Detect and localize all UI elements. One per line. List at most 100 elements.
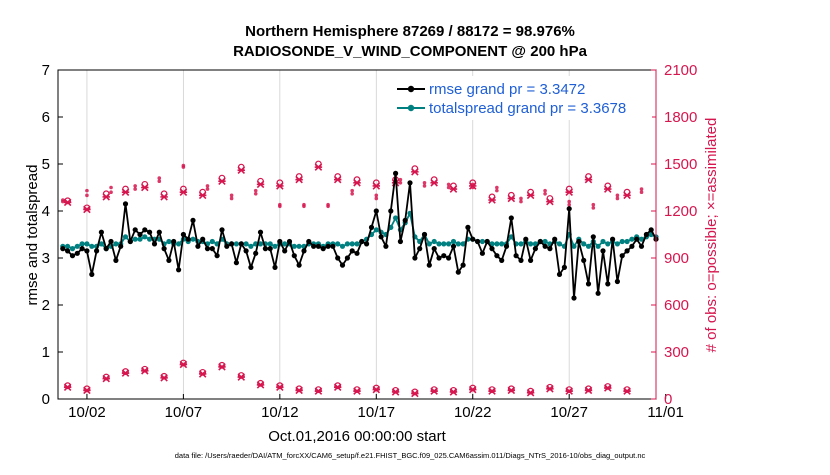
rmse-point	[137, 231, 143, 238]
rmse-point	[65, 248, 71, 254]
spread-point	[79, 241, 85, 247]
y-tick-label: 1	[42, 344, 50, 361]
rmse-point	[624, 248, 630, 254]
obs-possible-dense-point	[567, 199, 571, 204]
rmse-point	[460, 262, 466, 268]
chart-subtitle: RADIOSONDE_V_WIND_COMPONENT @ 200 hPa	[233, 43, 588, 60]
rmse-point	[364, 241, 370, 247]
rmse-point	[552, 236, 558, 242]
y2-tick-label: 900	[664, 250, 689, 267]
spread-point	[441, 241, 447, 247]
rmse-point	[74, 250, 80, 256]
rmse-point	[229, 241, 235, 247]
obs-low-assimilated-point	[295, 386, 303, 395]
obs-low-assimilated-point	[526, 388, 535, 397]
rmse-point	[161, 246, 167, 252]
obs-possible-dense-point	[543, 188, 547, 193]
rmse-point	[475, 238, 481, 245]
rmse-point	[344, 255, 350, 261]
obs-assimilated-point	[314, 163, 323, 171]
obs-low-assimilated-point	[604, 384, 612, 392]
series-layer	[60, 170, 659, 301]
obs-low-possible-point	[450, 386, 457, 394]
obs-low-possible-point	[218, 361, 226, 369]
spread-point	[89, 243, 95, 249]
x-tick-label: 10/17	[358, 404, 396, 421]
legend-spread-marker	[407, 104, 415, 112]
obs-assimilated-point	[372, 182, 381, 190]
obs-low-possible-point	[83, 385, 91, 393]
obs-assimilated-point	[353, 179, 361, 187]
obs-assimilated-dense-point	[374, 196, 379, 201]
obs-low-possible-point	[353, 386, 361, 394]
spread-point	[446, 241, 452, 247]
rmse-point	[122, 201, 129, 207]
rmse-point	[195, 243, 201, 249]
rmse-point	[282, 248, 288, 254]
rmse-point	[566, 206, 572, 212]
rmse-point	[243, 248, 249, 254]
obs-low-assimilated-point	[565, 387, 573, 395]
obs-assimilated-dense-point	[398, 181, 403, 185]
obs-assimilated-point	[63, 198, 72, 207]
x-tick-label: 10/02	[68, 404, 106, 421]
rmse-point	[359, 238, 365, 245]
rmse-point	[89, 271, 95, 277]
rmse-point	[484, 238, 490, 245]
rmse-point	[417, 246, 423, 252]
obs-assimilated-point	[83, 205, 91, 214]
obs-low-assimilated-point	[218, 363, 226, 371]
rmse-point	[262, 246, 268, 252]
obs-low-possible-point	[334, 382, 342, 390]
obs-low-assimilated-point	[584, 386, 593, 395]
spread-point	[638, 236, 645, 242]
spread-point	[74, 243, 80, 249]
rmse-point	[272, 264, 278, 270]
spread-point	[267, 241, 273, 247]
obs-assimilated-point	[488, 196, 496, 204]
y2-tick-label: 1500	[664, 156, 697, 173]
rmse-point	[629, 243, 635, 249]
obs-low-assimilated-point	[256, 381, 265, 389]
obs-assimilated-point	[623, 191, 631, 200]
obs-low-assimilated-point	[430, 387, 438, 395]
obs-low-assimilated-point	[372, 385, 381, 394]
obs-assimilated-point	[584, 175, 593, 184]
spread-point	[113, 241, 119, 247]
obs-assimilated-dense-point	[85, 193, 89, 198]
spread-point	[455, 241, 461, 247]
rmse-point	[407, 180, 413, 186]
rmse-point	[339, 262, 346, 268]
obs-low-assimilated-point	[546, 385, 554, 393]
rmse-point	[335, 255, 341, 261]
obs-low-possible-point	[527, 387, 535, 395]
rmse-point	[542, 243, 548, 249]
spread-point	[542, 238, 548, 245]
rmse-point	[576, 238, 582, 245]
obs-low-assimilated-point	[353, 387, 361, 395]
spread-point	[166, 238, 172, 245]
rmse-point	[455, 269, 461, 275]
obs-assimilated-point	[218, 177, 226, 185]
rmse-point	[470, 236, 476, 242]
rmse-line	[62, 172, 657, 299]
obs-low-possible-point	[257, 379, 264, 387]
rmse-point	[253, 250, 259, 256]
y-tick-label: 0	[42, 391, 50, 408]
rmse-point	[291, 253, 297, 259]
rmse-point	[315, 243, 321, 249]
obs-low-possible-point	[469, 384, 477, 392]
spread-point	[282, 241, 288, 247]
spread-point	[431, 238, 437, 245]
spread-point	[508, 234, 514, 240]
rmse-point	[503, 243, 510, 249]
rmse-point	[561, 264, 568, 270]
spread-point	[614, 241, 621, 247]
obs-low-assimilated-point	[333, 383, 342, 392]
spread-point	[291, 243, 297, 249]
obs-assimilated-point	[546, 197, 554, 206]
obs-low-assimilated-point	[160, 374, 168, 382]
obs-assimilated-dense-point	[326, 204, 330, 209]
y-tick-label: 6	[42, 109, 50, 126]
